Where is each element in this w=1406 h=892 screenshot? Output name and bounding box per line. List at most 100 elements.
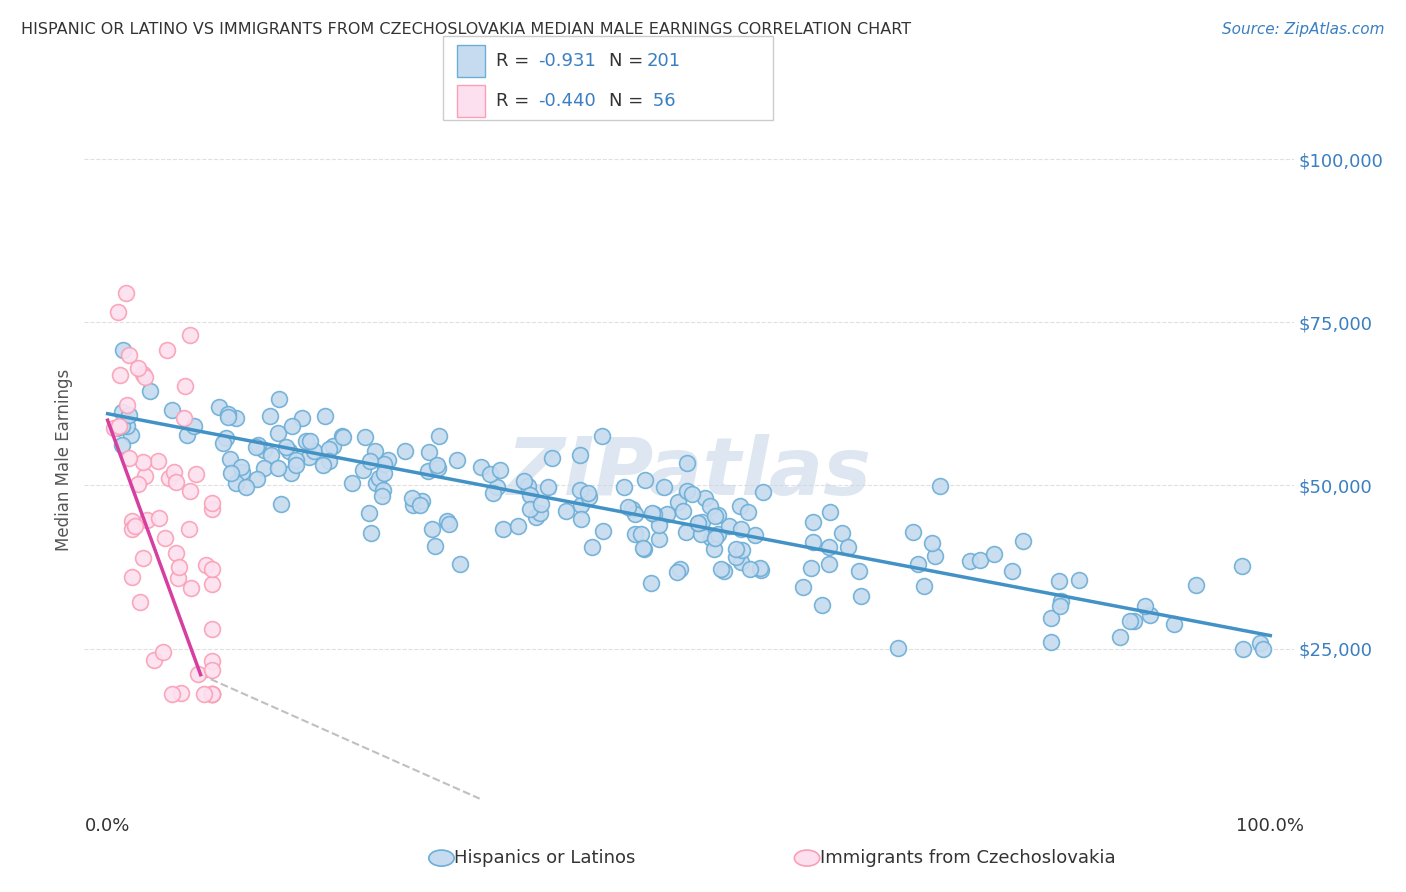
Point [436,514,458,528]
Point [648,518,671,533]
Point [219,467,242,481]
Point [201,663,224,677]
Point [253,461,276,475]
Point [115,286,138,301]
Point [725,549,748,564]
Point [1163,617,1185,632]
Point [516,479,538,493]
Point [371,489,394,503]
Point [285,453,308,467]
Point [652,480,675,494]
Point [201,623,224,637]
Point [751,485,773,500]
Point [524,510,547,524]
Point [103,421,125,435]
Point [274,440,297,454]
Point [179,484,201,499]
Point [201,687,224,701]
Point [675,524,697,539]
Point [907,557,929,571]
Point [921,536,943,550]
Point [212,435,235,450]
Point [621,502,644,516]
Point [201,654,224,668]
Point [318,453,340,467]
Point [167,559,190,574]
Text: Hispanics or Latinos: Hispanics or Latinos [454,849,636,867]
Point [121,514,143,528]
Point [713,564,735,578]
Point [148,511,170,525]
Point [118,348,141,362]
Point [688,516,710,530]
Point [817,540,839,554]
Point [630,527,652,541]
Point [252,443,274,458]
Point [818,557,841,571]
Text: 201: 201 [647,52,681,70]
Point [643,507,665,521]
Point [267,392,290,406]
Point [160,687,183,701]
Point [115,419,138,434]
Point [801,515,824,529]
Point [411,493,433,508]
Point [302,444,325,458]
Point [592,524,614,538]
Point [280,466,302,480]
Point [179,328,201,343]
Point [225,410,247,425]
Point [666,495,689,509]
Point [1251,642,1274,657]
Point [373,467,395,481]
Point [429,429,451,443]
Point [373,457,395,471]
Point [121,569,143,583]
Point [107,304,129,318]
Point [208,400,231,414]
Point [671,504,693,518]
Point [837,540,859,554]
Point [914,578,936,592]
Point [173,410,195,425]
Point [1232,641,1254,656]
Text: Immigrants from Czechoslovakia: Immigrants from Czechoslovakia [820,849,1115,867]
Point [591,429,613,443]
Point [157,471,180,485]
Point [368,471,391,485]
Point [700,531,723,545]
Point [165,546,187,560]
Point [318,442,340,456]
Point [617,500,640,515]
Point [634,473,657,487]
Point [800,560,823,574]
Point [201,687,224,701]
Point [581,540,603,554]
Text: HISPANIC OR LATINO VS IMMIGRANTS FROM CZECHOSLOVAKIA MEDIAN MALE EARNINGS CORREL: HISPANIC OR LATINO VS IMMIGRANTS FROM CZ… [21,22,911,37]
Point [489,463,512,477]
Point [322,439,344,453]
Point [357,506,380,520]
Point [903,525,925,540]
Point [1119,614,1142,628]
Point [724,541,747,556]
Point [924,549,946,563]
Point [506,519,529,533]
Point [541,450,564,465]
Point [201,577,224,591]
Point [665,566,688,580]
Point [186,467,208,482]
Point [928,478,950,492]
Text: N =: N = [609,92,648,110]
Point [569,512,592,526]
Point [578,490,600,504]
Point [166,571,188,585]
Point [373,483,395,497]
Point [111,437,134,451]
Point [703,542,725,557]
Point [1001,564,1024,578]
Point [217,409,239,424]
Point [105,421,128,435]
Point [111,418,134,433]
Point [1109,630,1132,644]
